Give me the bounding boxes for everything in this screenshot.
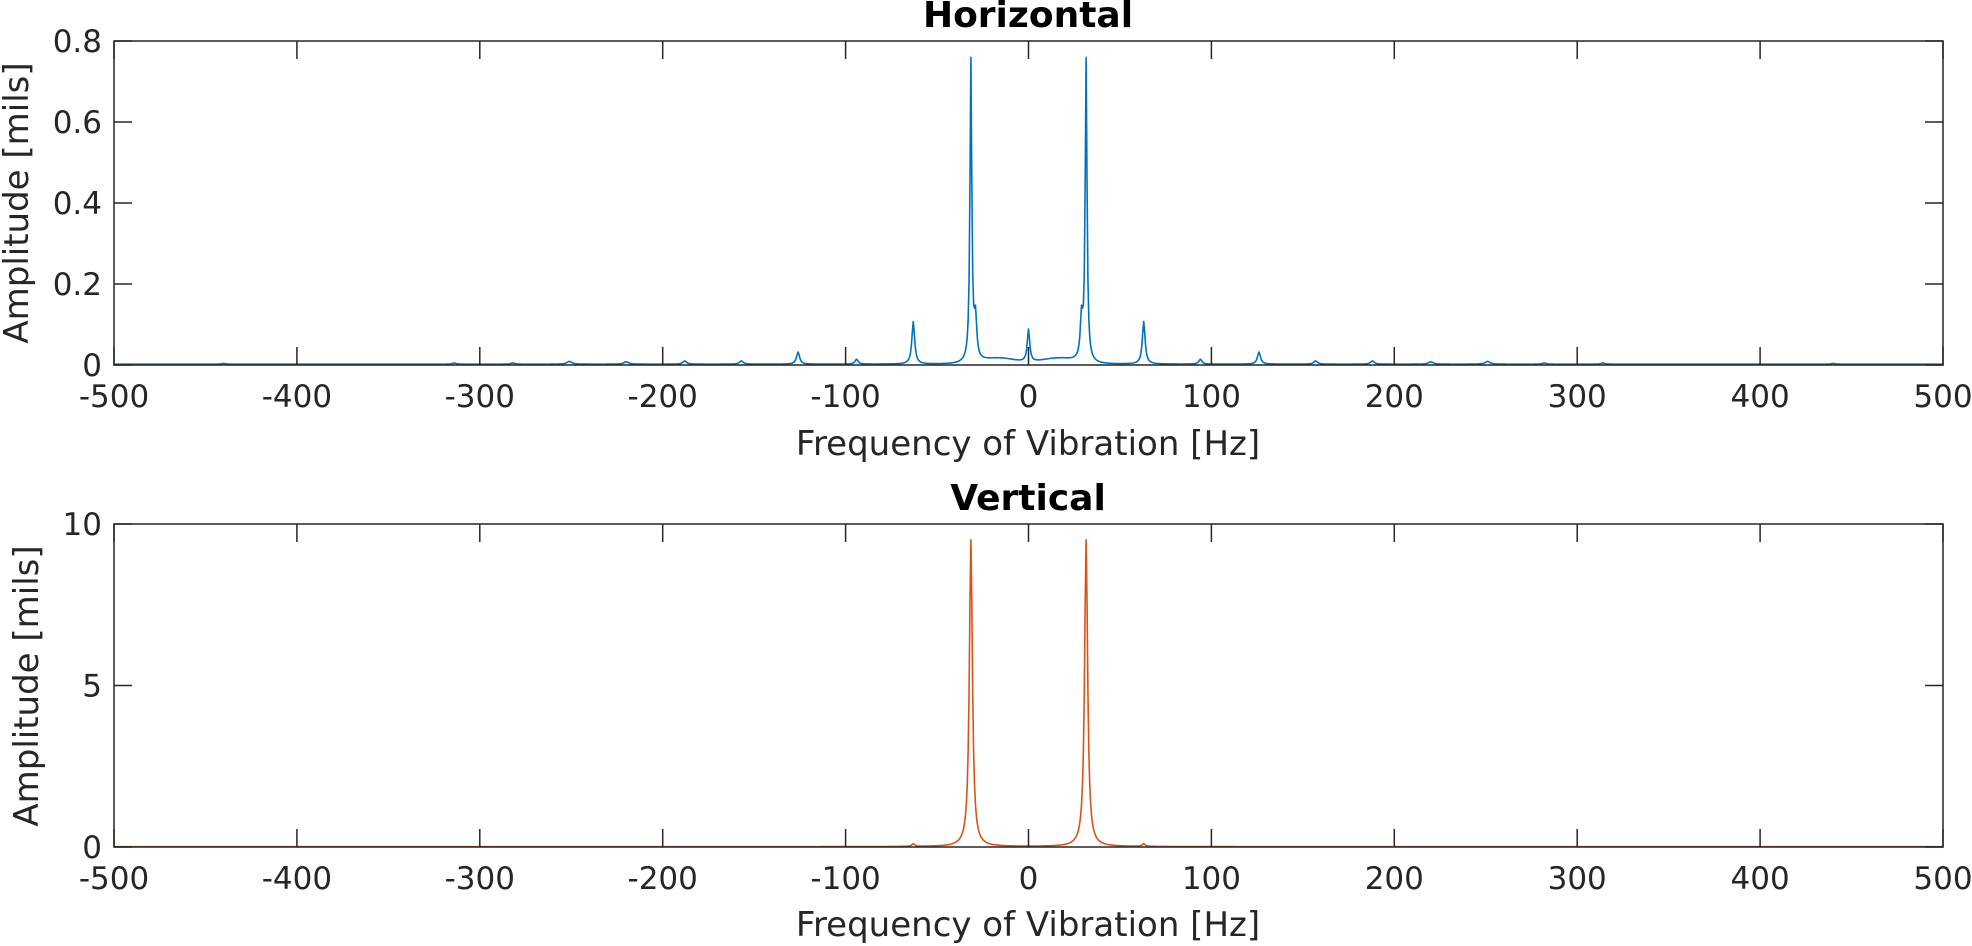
horizontal-ytick-label: 0	[82, 348, 102, 384]
horizontal-ytick-label: 0.2	[53, 267, 102, 303]
horizontal-xtick-label: -200	[628, 379, 698, 415]
vertical-y-axis-label: Amplitude [mils]	[7, 545, 47, 826]
vertical-xtick-label: -200	[628, 861, 698, 897]
vertical-xtick-label: -100	[810, 861, 880, 897]
horizontal-xtick-label: 0	[1019, 379, 1039, 415]
vertical-xtick-label: -400	[262, 861, 332, 897]
vertical-axes-frame	[113, 523, 1944, 848]
vertical-ytick-label: 5	[82, 669, 102, 705]
horizontal-plot-area	[114, 56, 1943, 365]
horizontal-ticks: -500 -400 -300 -200 -100 0 100 200 300 400 500 0 0.2…	[53, 24, 1972, 415]
horizontal-y-axis-label: Amplitude [mils]	[0, 62, 37, 343]
horizontal-title: Horizontal	[923, 0, 1133, 36]
horizontal-xtick-label: 200	[1365, 379, 1424, 415]
horizontal-ytick-label: 0.6	[53, 105, 102, 141]
horizontal-xtick-label: 500	[1913, 379, 1972, 415]
vertical-xtick-label: 300	[1548, 861, 1607, 897]
vertical-xtick-label: 100	[1182, 861, 1241, 897]
horizontal-xtick-label: -500	[79, 379, 149, 415]
horizontal-xtick-label: 300	[1548, 379, 1607, 415]
vertical-xtick-label: 400	[1731, 861, 1790, 897]
horizontal-xtick-label: -400	[262, 379, 332, 415]
vertical-ticks: -500 -400 -300 -200 -100 0 100 200 300 400 500 0 5 10	[63, 507, 1972, 897]
horizontal-xtick-label: -300	[445, 379, 515, 415]
vertical-title: Vertical	[950, 478, 1106, 519]
vertical-series-line	[114, 538, 1943, 848]
vertical-xtick-label: -300	[445, 861, 515, 897]
vertical-panel: Vertical -500 -400 -300 -200 -100 0 100 200 300 4…	[7, 478, 1972, 945]
vertical-plot-area	[114, 538, 1943, 848]
vertical-xtick-label: 0	[1019, 861, 1039, 897]
vertical-xtick-label: 200	[1365, 861, 1424, 897]
horizontal-xtick-label: -100	[810, 379, 880, 415]
horizontal-ytick-label: 0.8	[53, 24, 102, 60]
horizontal-xtick-label: 400	[1731, 379, 1790, 415]
horizontal-series-line	[114, 56, 1943, 365]
horizontal-xtick-label: 100	[1182, 379, 1241, 415]
vertical-x-axis-label: Frequency of Vibration [Hz]	[796, 905, 1260, 945]
vertical-xtick-label: 500	[1913, 861, 1972, 897]
horizontal-panel: Horizontal -500 -400 -300 -200 -100 0 100 200 30…	[0, 0, 1972, 464]
vertical-ytick-label: 0	[82, 830, 102, 866]
horizontal-x-axis-label: Frequency of Vibration [Hz]	[796, 424, 1260, 464]
horizontal-ytick-label: 0.4	[53, 186, 102, 222]
vertical-ytick-label: 10	[63, 507, 102, 543]
vertical-xtick-label: -500	[79, 861, 149, 897]
horizontal-axes-frame	[113, 40, 1944, 366]
